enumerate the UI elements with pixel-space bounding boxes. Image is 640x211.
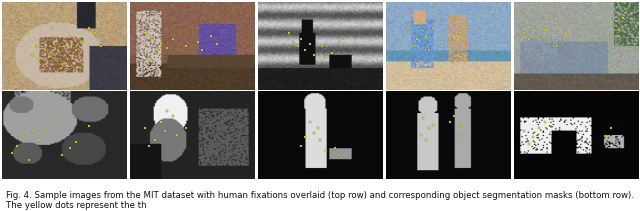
Text: Fig. 4. Sample images from the MIT dataset with human fixations overlaid (top ro: Fig. 4. Sample images from the MIT datas… <box>6 191 634 210</box>
